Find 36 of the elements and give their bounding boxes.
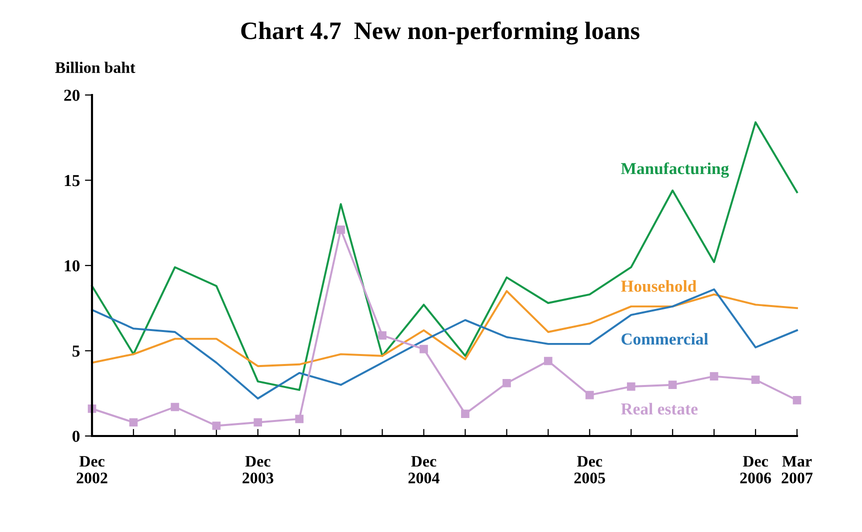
- y-tick-label: 15: [64, 175, 80, 186]
- point: [751, 376, 760, 384]
- x-tick-label: Mar 2007: [782, 456, 813, 484]
- line-series: [91, 290, 798, 368]
- series-label: Real estate: [621, 402, 698, 415]
- x-tick-label: Dec 2003: [242, 456, 274, 484]
- point: [461, 410, 470, 418]
- point: [295, 414, 304, 424]
- series-label: Commercial: [622, 332, 708, 345]
- point: [668, 380, 677, 390]
- point: [378, 331, 386, 340]
- series-label: Household: [621, 280, 697, 292]
- y-tick-label: 0: [72, 430, 80, 442]
- x-tick-label: Dec 2005: [574, 456, 606, 484]
- point: [626, 382, 636, 391]
- y-tick-label: 5: [72, 346, 80, 357]
- point: [710, 372, 718, 380]
- x-tick-label: Dec 2002: [76, 456, 108, 484]
- y-tick-label: 20: [64, 90, 80, 101]
- line-series: [91, 121, 798, 391]
- y-axis-title: Billion baht: [55, 62, 136, 73]
- series-label: Manufacturing: [621, 162, 729, 178]
- point: [129, 418, 138, 427]
- x-tick-label: Dec 2006: [740, 456, 772, 484]
- point: [502, 378, 511, 388]
- point: [336, 226, 345, 234]
- point: [420, 344, 428, 354]
- point: [170, 402, 180, 412]
- point: [212, 422, 221, 430]
- x-tick-label: Dec 2004: [408, 456, 440, 484]
- point: [585, 390, 594, 400]
- chart-title: Chart 4.7 New non-performing loans: [241, 21, 640, 45]
- y-tick-label: 10: [64, 260, 80, 272]
- point: [792, 396, 802, 404]
- point: [254, 418, 262, 427]
- point: [544, 356, 552, 366]
